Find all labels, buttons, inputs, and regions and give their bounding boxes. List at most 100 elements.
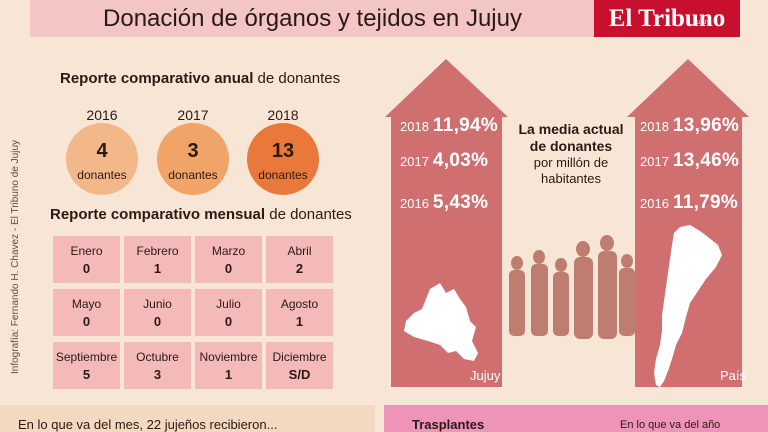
month-name: Abril (287, 244, 312, 258)
monthly-title-rest: de donantes (265, 206, 352, 223)
month-name: Mayo (71, 297, 102, 311)
annual-count: 3 (187, 140, 199, 162)
person-head-icon (555, 258, 567, 272)
month-value: 1 (153, 261, 162, 276)
media-line-4: habitantes (541, 171, 601, 186)
person-body-icon (531, 264, 548, 336)
annual-year-2016: 2016 (86, 107, 118, 123)
month-value: S/D (288, 367, 311, 382)
media-line-3: por millón de (533, 155, 609, 170)
annual-year-2017: 2017 (177, 107, 209, 123)
pais-arrow (627, 59, 749, 387)
footer-left-text: En lo que va del mes, 22 jujeños recibie… (18, 417, 278, 432)
month-cell: Junio 0 (124, 289, 191, 336)
argentina-map-shape (654, 225, 722, 387)
stat-value: 5,43% (432, 192, 489, 213)
month-cell: Noviembre 1 (195, 342, 262, 389)
monthly-title-bold: Reporte comparativo mensual (50, 206, 266, 223)
footer-right-text-a: Trasplantes (412, 417, 485, 432)
annual-title-bold: Reporte comparativo anual (60, 70, 254, 87)
month-value: 2 (295, 261, 304, 276)
person-head-icon (600, 235, 614, 251)
media-line-1: La media actual (518, 121, 624, 137)
annual-label: donantes (258, 168, 308, 182)
pais-stat-2017: 2017 13,46% (640, 150, 739, 172)
month-cell: Julio 0 (195, 289, 262, 336)
jujuy-label: Jujuy (470, 368, 501, 383)
month-name: Julio (216, 297, 241, 311)
jujuy-stat-2017: 2017 4,03% (400, 150, 488, 172)
stat-value: 13,96% (672, 115, 740, 136)
annual-count: 13 (271, 140, 295, 162)
credit-text: Infografía: Fernando H. Chavez - El Trib… (10, 139, 21, 374)
stat-value: 11,94% (432, 115, 499, 136)
month-name: Agosto (280, 297, 319, 311)
pais-stat-2018: 2018 13,96% (640, 115, 739, 137)
jujuy-map-shape (404, 283, 478, 361)
month-cell: Febrero 1 (124, 236, 191, 283)
media-text: La media actual de donantes por millón d… (510, 121, 632, 187)
page-title: Donación de órganos y tejidos en Jujuy (103, 5, 522, 32)
month-cell: Marzo 0 (195, 236, 262, 283)
stat-year: 2018 (640, 119, 669, 134)
pais-label: País (720, 368, 747, 383)
header-band (30, 0, 595, 37)
person-body-icon (553, 272, 569, 336)
month-cell: Abril 2 (266, 236, 333, 283)
stat-value: 4,03% (432, 150, 489, 171)
stat-year: 2017 (400, 154, 429, 169)
footer-right: Trasplantes En lo que va del año (384, 405, 768, 432)
person-head-icon (511, 256, 523, 270)
person-body-icon (619, 268, 635, 336)
person-head-icon (621, 254, 633, 268)
annual-circle-2018: 13 donantes (247, 123, 319, 195)
annual-circle-2016: 4 donantes (66, 123, 138, 195)
month-cell: Agosto 1 (266, 289, 333, 336)
footer-left: En lo que va del mes, 22 jujeños recibie… (0, 405, 375, 432)
month-value: 1 (295, 314, 304, 329)
stat-value: 11,79% (672, 192, 739, 213)
footer-right-text-b: En lo que va del año (620, 419, 721, 431)
month-name: Septiembre (55, 350, 118, 364)
person-head-icon (576, 241, 590, 257)
brand-sup: JUJUY (694, 20, 710, 26)
month-cell: Septiembre 5 (53, 342, 120, 389)
stat-year: 2016 (400, 196, 429, 211)
jujuy-arrow (385, 59, 508, 387)
month-cell: Octubre 3 (124, 342, 191, 389)
month-value: 3 (153, 367, 162, 382)
stat-year: 2016 (640, 196, 669, 211)
month-name: Enero (70, 244, 103, 258)
brand-logo: El Tribuno JUJUY (594, 0, 740, 37)
month-name: Noviembre (199, 350, 258, 364)
month-name: Junio (143, 297, 172, 311)
month-name: Diciembre (272, 350, 327, 364)
pais-stat-2016: 2016 11,79% (640, 192, 738, 214)
jujuy-stat-2018: 2018 11,94% (400, 115, 498, 137)
month-name: Febrero (136, 244, 179, 258)
arrows-graphic (385, 59, 749, 387)
media-line-2: de donantes (529, 138, 613, 154)
stat-year: 2017 (640, 154, 669, 169)
person-head-icon (533, 250, 545, 264)
person-body-icon (574, 257, 593, 339)
annual-year-2018: 2018 (267, 107, 299, 123)
month-value: 0 (224, 314, 233, 329)
month-value: 0 (82, 261, 91, 276)
monthly-title: Reporte comparativo mensual de donantes (50, 206, 352, 223)
month-value: 1 (224, 367, 233, 382)
annual-title-rest: de donantes (253, 70, 341, 87)
annual-label: donantes (168, 168, 218, 182)
month-value: 0 (224, 261, 233, 276)
annual-circle-2017: 3 donantes (157, 123, 229, 195)
month-name: Marzo (211, 244, 246, 258)
annual-label: donantes (77, 168, 127, 182)
people-silhouettes (509, 235, 635, 339)
month-name: Octubre (136, 350, 179, 364)
stat-value: 13,46% (672, 150, 740, 171)
month-value: 5 (82, 367, 91, 382)
person-body-icon (509, 270, 525, 336)
person-body-icon (598, 251, 617, 339)
month-value: 0 (82, 314, 91, 329)
jujuy-stat-2016: 2016 5,43% (400, 192, 488, 214)
